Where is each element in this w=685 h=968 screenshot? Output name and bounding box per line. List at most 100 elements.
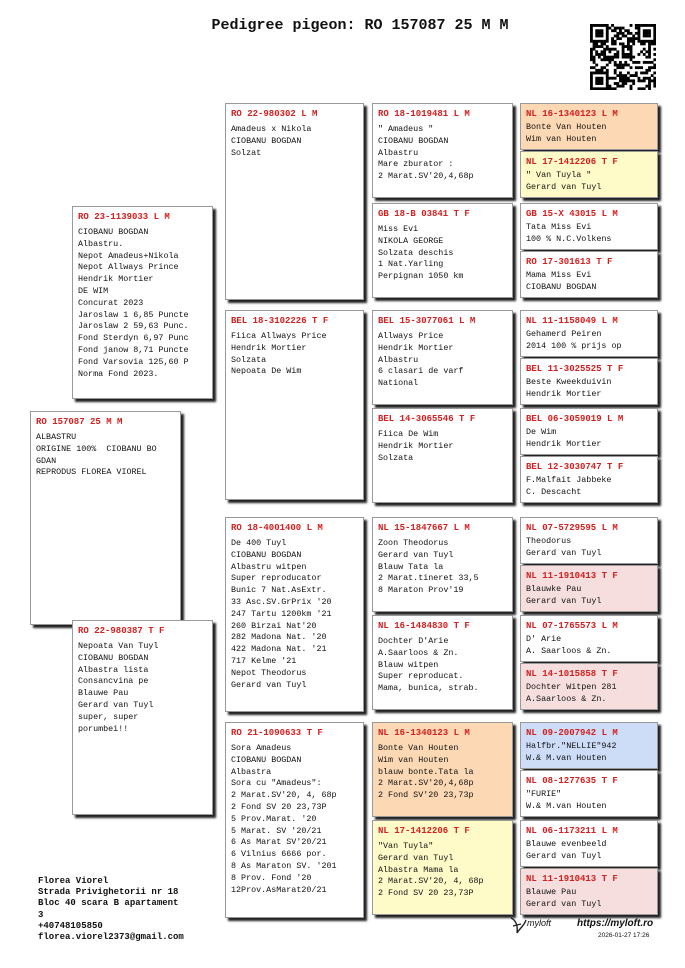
- qr-module: [653, 53, 656, 56]
- qr-module: [653, 71, 656, 75]
- qr-module: [597, 24, 601, 27]
- qr-module: [626, 39, 630, 43]
- qr-module: [645, 31, 649, 35]
- qr-module: [597, 29, 601, 33]
- detail-line: Wim van Houten: [378, 754, 449, 765]
- qr-module: [590, 55, 593, 59]
- detail-line: 6 As Marat SV'20/21: [231, 837, 327, 848]
- detail-line: Consancvina pe: [78, 676, 149, 687]
- detail-line: Bunic 7 Nat.AsExtr.: [231, 585, 327, 596]
- detail-line: Nepoata De Wim: [231, 366, 302, 377]
- detail-line: Gerard van Tuyl: [78, 699, 154, 710]
- qr-module: [592, 39, 596, 43]
- qr-module: [603, 71, 607, 75]
- detail-line: 12Prov.AsMarat20/21: [231, 884, 327, 895]
- qr-module: [637, 37, 641, 41]
- detail-line: Gerard van Tuyl: [378, 852, 454, 863]
- pigeon-details: Halfbr."NELLIE"942 W.& M.van Houten: [521, 738, 657, 765]
- detail-line: 422 Madona Nat. '21: [231, 644, 327, 655]
- qr-module: [605, 47, 609, 51]
- detail-line: 2 Marat.SV'20,4,68p: [378, 171, 474, 182]
- qr-module: [611, 42, 614, 46]
- detail-line: Albastru: [378, 147, 419, 158]
- pigeon-card: BEL 12-3030747 T F F.Malfait Jabbeke C. De…: [520, 456, 658, 503]
- qr-module: [634, 31, 638, 35]
- detail-line: 2 Fond SV 20 23,73P: [231, 801, 327, 812]
- qr-module: [645, 60, 649, 64]
- qr-module: [634, 71, 638, 75]
- pigeon-details: Fiica De Wim Hendrik Mortier Solzata: [373, 424, 512, 464]
- pigeon-card: BEL 15-3077061 L M Allways Price Hendrik M…: [372, 310, 513, 405]
- qr-module: [592, 66, 596, 70]
- qr-module: [621, 79, 625, 83]
- pigeon-details: De Wim Hendrik Mortier: [521, 424, 657, 451]
- footer-line: Bloc 40 scara B apartament: [38, 898, 179, 909]
- qr-module: [642, 79, 646, 83]
- qr-module: [597, 39, 601, 43]
- detail-line: CIOBANU BOGDAN: [78, 227, 149, 237]
- qr-module: [637, 31, 641, 35]
- qr-module: [624, 63, 628, 67]
- detail-line: Mama, bunica, strab.: [378, 683, 479, 694]
- qr-module: [595, 63, 599, 67]
- ring-number: BEL 11-3025525 T F: [526, 364, 624, 374]
- qr-module: [648, 76, 651, 80]
- ring-number: NL 07-1765573 L M: [526, 621, 618, 631]
- qr-module: [605, 76, 609, 80]
- qr-module: [592, 55, 596, 59]
- qr-module: [624, 55, 628, 59]
- detail-line: Mama Miss Evi: [526, 270, 592, 280]
- detail-line: Miss Evi: [378, 224, 419, 234]
- detail-line: porumbei!!: [78, 723, 129, 734]
- pigeon-card: NL 09-2007942 L M Halfbr."NELLIE"942 W.& M…: [520, 722, 658, 769]
- pigeon-card: RO 18-1019481 L M " Amadeus " CIOBANU BOGD…: [372, 103, 513, 198]
- detail-line: 2 Marat.SV'20, 4, 68p: [231, 790, 337, 801]
- qr-module: [634, 60, 638, 64]
- qr-module: [653, 66, 656, 70]
- qr-module: [650, 39, 654, 43]
- qr-module: [608, 84, 612, 88]
- detail-line: Nepot Amadeus+Nikola: [78, 250, 179, 261]
- ring-number: BEL 14-3065546 T F: [378, 414, 476, 424]
- detail-line: " Van Tuyla ": [526, 170, 592, 180]
- qr-module: [642, 71, 646, 75]
- brand: myloft: [527, 918, 552, 928]
- qr-module: [590, 76, 593, 80]
- detail-line: Concurat 2023: [78, 297, 144, 308]
- qr-module: [629, 31, 633, 35]
- footer-line: Florea Viorel: [38, 876, 109, 886]
- qr-module: [650, 60, 654, 64]
- qr-module: [648, 82, 651, 85]
- qr-module: [616, 37, 620, 41]
- qr-module: [597, 79, 601, 83]
- qr-module: [645, 55, 649, 59]
- detail-line: Hendrik Mortier: [378, 440, 454, 451]
- qr-module: [605, 55, 609, 59]
- detail-line: Blauwe evenbeeld: [526, 839, 607, 849]
- detail-line: A.Saarloos & Zn.: [526, 693, 607, 704]
- qr-module: [626, 42, 630, 46]
- qr-module: [653, 37, 656, 41]
- qr-module: [608, 55, 612, 59]
- qr-module: [605, 71, 609, 75]
- detail-line: CIOBANU BOGDAN: [526, 281, 597, 292]
- qr-module: [626, 71, 630, 75]
- qr-module: [653, 84, 656, 88]
- pigeon-card: BEL 14-3065546 T F Fiica De Wim Hendrik Mo…: [372, 408, 513, 503]
- qr-module: [621, 82, 625, 85]
- qr-module: [600, 76, 604, 80]
- qr-module: [619, 84, 622, 88]
- pigeon-details: Gehamerd Peiren 2014 100 % prijs op: [521, 326, 657, 353]
- pigeon-details: " Van Tuyla " Gerard van Tuyl: [521, 167, 657, 194]
- detail-line: 247 Tartu 1200km '21: [231, 608, 332, 619]
- qr-module: [640, 71, 643, 75]
- pigeon-details: Dochter D'Arie A.Saarloos & Zn. Blauw witp…: [373, 631, 512, 695]
- detail-line: "Van Tuyla": [378, 841, 434, 851]
- detail-line: Nepoata Van Tuyl: [78, 641, 159, 651]
- qr-module: [605, 37, 609, 41]
- qr-module: [650, 66, 654, 70]
- qr-module: [605, 39, 609, 43]
- qr-module: [632, 74, 636, 77]
- qr-module: [597, 53, 601, 56]
- qr-module: [603, 24, 607, 27]
